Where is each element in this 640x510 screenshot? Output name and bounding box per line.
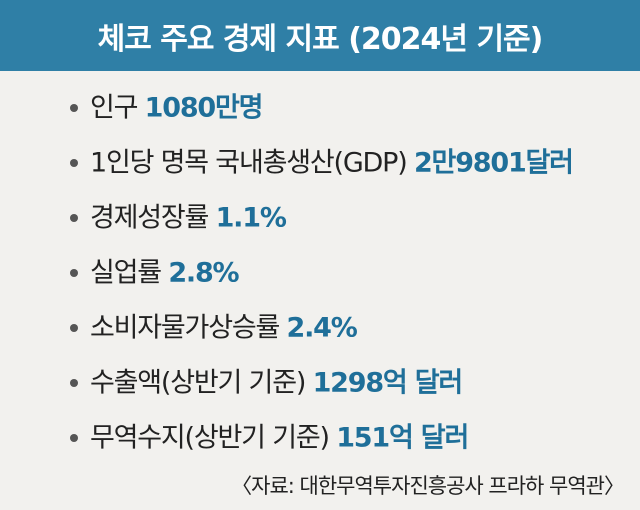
bullet-icon [70,214,78,222]
indicator-value: 1298억 달러 [312,367,464,399]
indicator-label: 실업률 [90,257,162,289]
bullet-icon [70,104,78,112]
list-item-exports: 수출액(상반기 기준) 1298억 달러 [0,361,640,405]
indicator-value: 1080만명 [144,92,264,124]
indicator-value: 2만9801달러 [413,147,574,179]
indicator-label: 수출액(상반기 기준) [90,367,306,399]
list-item-unemployment: 실업률 2.8% [0,251,640,295]
list-item-population: 인구 1080만명 [0,86,640,130]
bullet-icon [70,434,78,442]
source-note: 〈자료: 대한무역투자진흥공사 프라하 무역관〉 [231,474,625,498]
indicator-label: 무역수지(상반기 기준) [90,422,330,454]
bullet-icon [70,379,78,387]
bullet-icon [70,269,78,277]
title-bar: 체코 주요 경제 지표 (2024년 기준) [0,0,640,71]
indicator-value: 151억 달러 [336,422,469,454]
indicator-label: 소비자물가상승률 [90,312,280,344]
indicator-value: 2.8% [168,257,239,289]
indicator-value: 1.1% [215,202,287,234]
indicator-label: 경제성장률 [90,202,209,234]
indicator-value: 2.4% [286,312,358,344]
bullet-icon [70,159,78,167]
indicator-label: 1인당 명목 국내총생산(GDP) [90,147,408,179]
list-item-gdp-per-capita: 1인당 명목 국내총생산(GDP) 2만9801달러 [0,141,640,185]
list-item-inflation: 소비자물가상승률 2.4% [0,306,640,350]
list-item-growth-rate: 경제성장률 1.1% [0,196,640,240]
indicator-label: 인구 [90,92,138,124]
bullet-icon [70,324,78,332]
page-title: 체코 주요 경제 지표 (2024년 기준) [97,21,544,57]
list-item-trade-balance: 무역수지(상반기 기준) 151억 달러 [0,416,640,460]
